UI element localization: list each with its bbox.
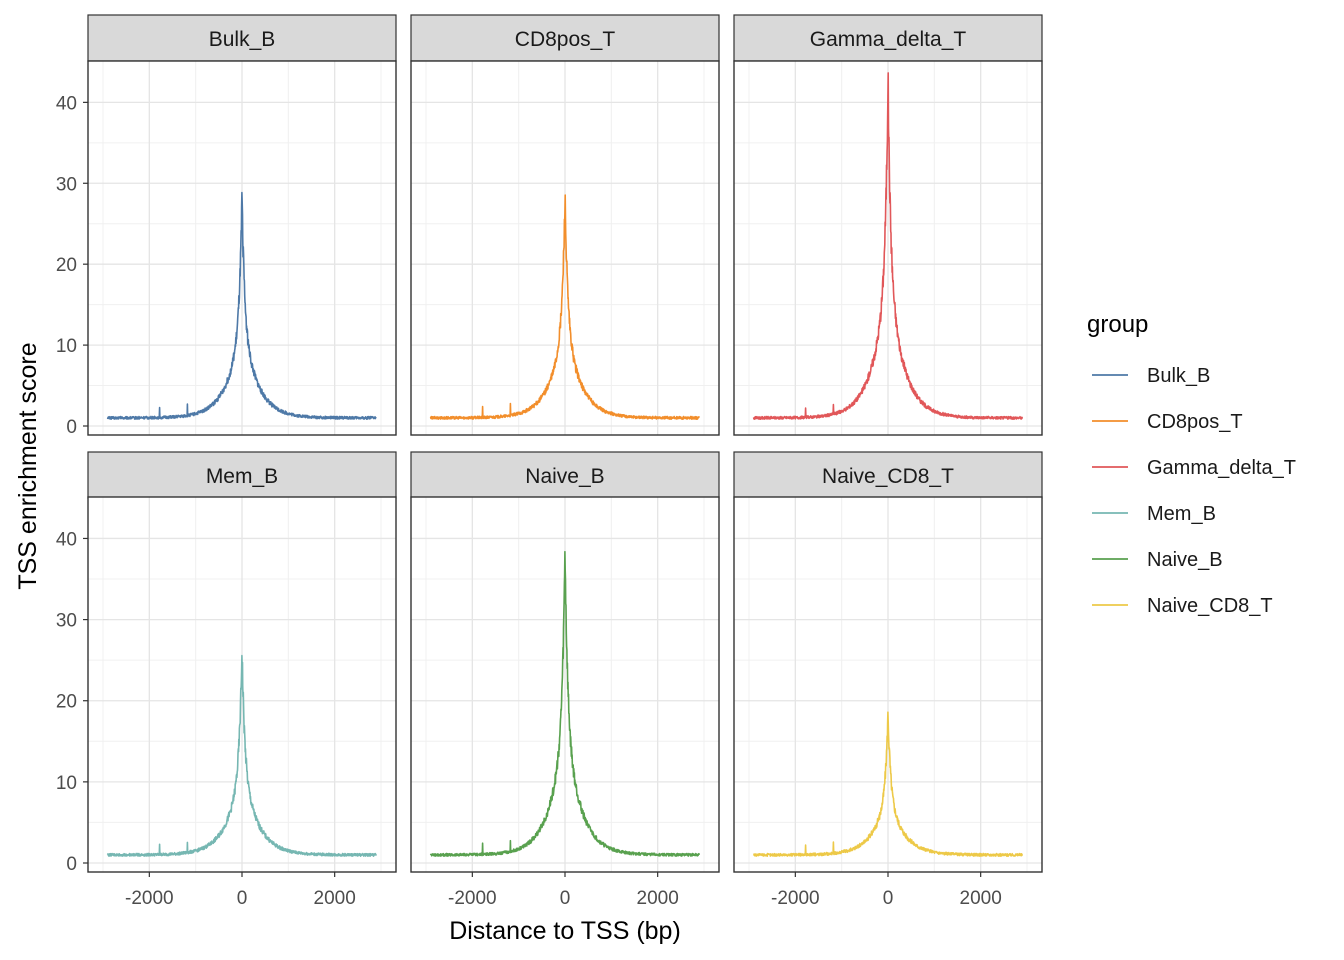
y-tick-label: 30 — [56, 174, 77, 195]
legend-entry: Gamma_delta_T — [1092, 457, 1296, 479]
facet-strip-label: CD8pos_T — [515, 28, 616, 51]
series-line — [106, 191, 377, 420]
facet-panel: Bulk_B 0 10 20 30 40 — [56, 14, 397, 438]
facet-panel: Naive_B -2000 0 2000 — [410, 451, 720, 909]
panel-border — [87, 60, 397, 436]
legend-label: Bulk_B — [1147, 365, 1210, 387]
series-line — [106, 654, 377, 857]
x-tick-label: 0 — [883, 888, 894, 909]
x-tick-label: 2000 — [960, 888, 1002, 909]
facet-strip — [87, 14, 397, 62]
facet-strip — [410, 451, 720, 499]
facet-strip-label: Gamma_delta_T — [810, 28, 967, 51]
legend-entry: Naive_CD8_T — [1092, 595, 1273, 617]
y-tick-label: 0 — [66, 854, 77, 875]
y-tick-label: 10 — [56, 336, 77, 357]
facet-strip-label: Naive_CD8_T — [822, 465, 954, 488]
facet-panel: CD8pos_T — [410, 14, 720, 436]
facet-panels: Bulk_B 0 10 20 30 40 CD8pos_T Gamma_delta_T Mem_… — [56, 14, 1043, 909]
facet-panel: Naive_CD8_T -2000 0 2000 — [733, 451, 1043, 909]
y-tick-label: 40 — [56, 529, 77, 550]
legend-label: Naive_B — [1147, 549, 1223, 571]
legend-entry: Mem_B — [1092, 503, 1216, 525]
y-tick-label: 0 — [66, 417, 77, 438]
series-line — [752, 711, 1023, 857]
facet-panel: Gamma_delta_T — [733, 14, 1043, 436]
legend-label: Mem_B — [1147, 503, 1216, 525]
x-tick-label: 0 — [560, 888, 571, 909]
series-line — [752, 72, 1023, 420]
legend-entry: Naive_B — [1092, 549, 1223, 571]
series-line — [429, 194, 700, 420]
x-tick-label: -2000 — [448, 888, 497, 909]
y-tick-label: 20 — [56, 255, 77, 276]
facet-strip — [733, 14, 1043, 62]
y-tick-label: 30 — [56, 611, 77, 632]
x-tick-label: 2000 — [314, 888, 356, 909]
x-tick-label: -2000 — [125, 888, 174, 909]
facet-strip — [410, 14, 720, 62]
y-axis-title: TSS enrichment score — [14, 342, 42, 589]
x-axis-title: Distance to TSS (bp) — [449, 917, 681, 945]
legend: group Bulk_B CD8pos_T Gamma_delta_T Mem_B Na… — [1087, 311, 1296, 617]
legend-entry: CD8pos_T — [1092, 411, 1243, 433]
x-tick-label: 0 — [237, 888, 248, 909]
legend-label: CD8pos_T — [1147, 411, 1243, 433]
legend-entry: Bulk_B — [1092, 365, 1210, 387]
y-tick-label: 40 — [56, 93, 77, 114]
x-tick-label: -2000 — [771, 888, 820, 909]
legend-label: Gamma_delta_T — [1147, 457, 1296, 479]
panel-border — [410, 60, 720, 436]
y-tick-label: 20 — [56, 692, 77, 713]
y-tick-label: 10 — [56, 773, 77, 794]
legend-label: Naive_CD8_T — [1147, 595, 1273, 617]
facet-strip-label: Naive_B — [525, 465, 604, 488]
facet-strip-label: Bulk_B — [209, 28, 276, 51]
x-tick-label: 2000 — [637, 888, 679, 909]
facet-panel: Mem_B 0 10 20 30 40 -2000 0 2000 — [56, 451, 397, 909]
facet-strip-label: Mem_B — [206, 465, 278, 488]
legend-title: group — [1087, 311, 1148, 338]
panel-border — [733, 60, 1043, 436]
facet-strip — [87, 451, 397, 499]
series-line — [429, 550, 700, 857]
